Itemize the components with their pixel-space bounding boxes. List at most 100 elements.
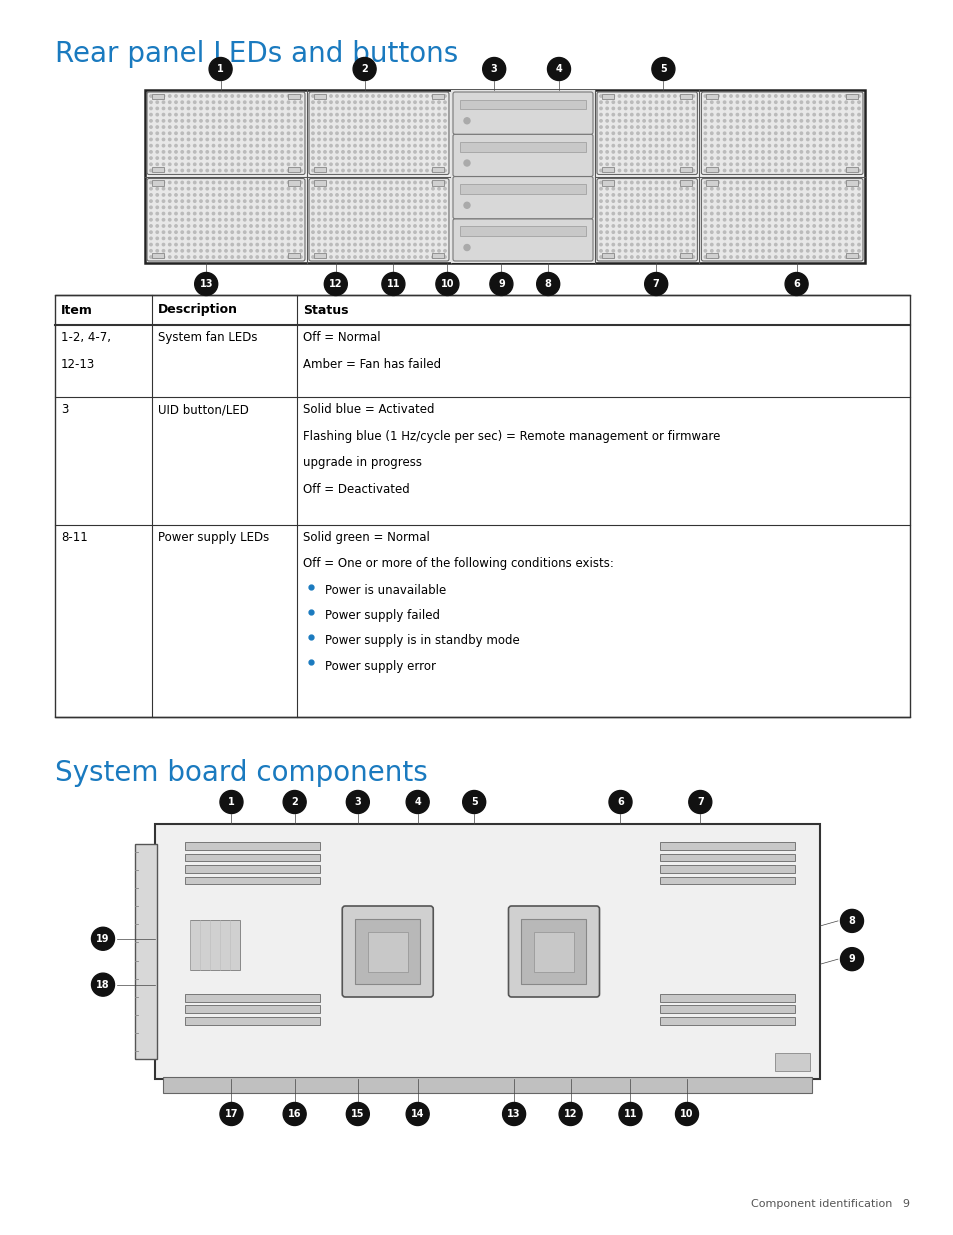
Circle shape — [372, 144, 374, 147]
Circle shape — [729, 151, 732, 153]
Circle shape — [274, 95, 277, 98]
Circle shape — [174, 182, 177, 184]
Circle shape — [377, 120, 380, 122]
Circle shape — [692, 107, 694, 110]
Circle shape — [359, 206, 362, 209]
Circle shape — [250, 212, 252, 215]
Circle shape — [703, 151, 706, 153]
Circle shape — [213, 138, 214, 141]
Circle shape — [857, 237, 860, 240]
Circle shape — [299, 151, 302, 153]
Circle shape — [786, 237, 789, 240]
Circle shape — [838, 169, 841, 172]
Circle shape — [425, 256, 428, 258]
Circle shape — [372, 107, 374, 110]
Circle shape — [317, 243, 320, 246]
Circle shape — [432, 107, 434, 110]
Circle shape — [312, 163, 314, 165]
Circle shape — [748, 256, 751, 258]
Circle shape — [624, 194, 626, 196]
Circle shape — [636, 249, 639, 252]
Circle shape — [268, 120, 271, 122]
Circle shape — [181, 151, 183, 153]
Circle shape — [660, 231, 663, 233]
Circle shape — [372, 95, 374, 98]
Circle shape — [599, 95, 601, 98]
Circle shape — [838, 163, 841, 165]
Circle shape — [312, 206, 314, 209]
Circle shape — [741, 120, 744, 122]
Circle shape — [390, 212, 392, 215]
Circle shape — [281, 219, 283, 221]
Circle shape — [274, 231, 277, 233]
Circle shape — [372, 101, 374, 104]
Circle shape — [206, 200, 209, 203]
Circle shape — [193, 163, 195, 165]
Circle shape — [156, 126, 158, 128]
Circle shape — [294, 188, 295, 190]
Circle shape — [341, 114, 344, 116]
Circle shape — [287, 219, 290, 221]
Circle shape — [667, 231, 669, 233]
Circle shape — [213, 256, 214, 258]
Circle shape — [213, 157, 214, 159]
Circle shape — [274, 243, 277, 246]
Circle shape — [618, 237, 620, 240]
Circle shape — [274, 151, 277, 153]
Circle shape — [262, 237, 264, 240]
Circle shape — [642, 182, 644, 184]
Circle shape — [844, 114, 846, 116]
Circle shape — [850, 144, 853, 147]
Circle shape — [741, 231, 744, 233]
Circle shape — [812, 188, 815, 190]
Circle shape — [425, 182, 428, 184]
Circle shape — [443, 256, 446, 258]
Circle shape — [317, 114, 320, 116]
Circle shape — [805, 243, 808, 246]
Ellipse shape — [91, 927, 114, 950]
Circle shape — [262, 231, 264, 233]
Circle shape — [660, 157, 663, 159]
Circle shape — [395, 231, 397, 233]
Circle shape — [857, 144, 860, 147]
Circle shape — [599, 107, 601, 110]
Circle shape — [330, 194, 332, 196]
Circle shape — [781, 120, 782, 122]
Circle shape — [432, 225, 434, 227]
Circle shape — [717, 194, 719, 196]
Circle shape — [805, 249, 808, 252]
Circle shape — [317, 151, 320, 153]
Circle shape — [736, 151, 738, 153]
Ellipse shape — [406, 1103, 429, 1125]
Ellipse shape — [675, 1103, 698, 1125]
Circle shape — [268, 157, 271, 159]
Circle shape — [786, 194, 789, 196]
Circle shape — [225, 225, 227, 227]
Circle shape — [838, 101, 841, 104]
Circle shape — [218, 163, 221, 165]
Circle shape — [850, 163, 853, 165]
Circle shape — [741, 237, 744, 240]
Circle shape — [162, 212, 165, 215]
Circle shape — [774, 101, 776, 104]
Circle shape — [800, 169, 801, 172]
Circle shape — [748, 243, 751, 246]
Text: Item: Item — [61, 304, 92, 316]
Circle shape — [844, 144, 846, 147]
Circle shape — [255, 101, 258, 104]
FancyBboxPatch shape — [459, 184, 585, 194]
Circle shape — [825, 212, 827, 215]
Circle shape — [443, 206, 446, 209]
Circle shape — [274, 194, 277, 196]
Circle shape — [348, 212, 350, 215]
Circle shape — [819, 114, 821, 116]
Circle shape — [365, 225, 368, 227]
Circle shape — [150, 126, 152, 128]
Circle shape — [335, 126, 338, 128]
Circle shape — [395, 194, 397, 196]
Circle shape — [741, 138, 744, 141]
Circle shape — [237, 200, 239, 203]
Circle shape — [359, 151, 362, 153]
Circle shape — [667, 200, 669, 203]
Circle shape — [323, 243, 326, 246]
